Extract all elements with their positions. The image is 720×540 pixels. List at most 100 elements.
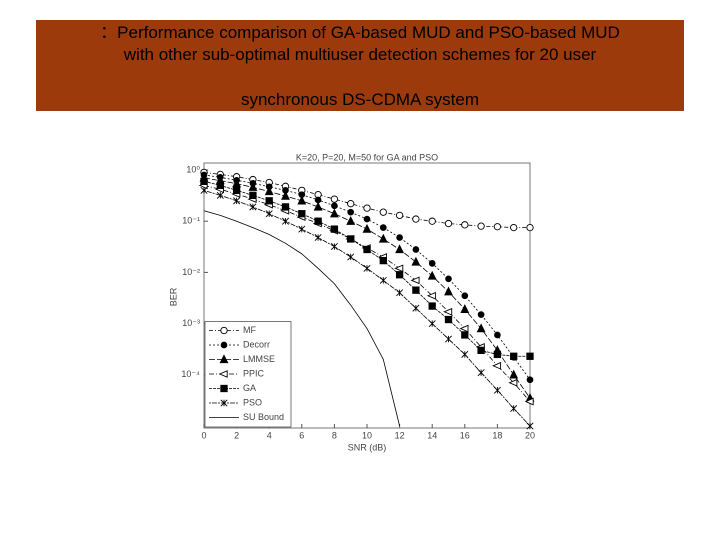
marker bbox=[297, 195, 307, 205]
marker bbox=[410, 276, 420, 285]
x-tick-label: 20 bbox=[525, 430, 535, 440]
marker bbox=[249, 191, 257, 199]
y-tick-label: 10⁰ bbox=[186, 164, 200, 174]
marker bbox=[347, 253, 355, 261]
marker bbox=[298, 210, 306, 218]
marker bbox=[216, 191, 224, 199]
marker bbox=[395, 211, 404, 220]
marker bbox=[347, 200, 355, 208]
marker bbox=[427, 270, 437, 280]
y-tick-label: 10⁻⁴ bbox=[181, 369, 200, 379]
x-tick-label: 12 bbox=[395, 430, 405, 440]
marker bbox=[426, 291, 436, 300]
marker bbox=[379, 276, 387, 284]
legend-marker bbox=[220, 326, 228, 335]
y-tick-label: 10⁻² bbox=[182, 267, 200, 277]
x-tick-label: 14 bbox=[427, 430, 437, 440]
x-tick-label: 0 bbox=[201, 430, 206, 440]
legend-label: MF bbox=[243, 325, 256, 335]
marker bbox=[477, 369, 485, 377]
legend-label: GA bbox=[243, 383, 256, 393]
marker bbox=[314, 234, 322, 242]
y-tick-label: 10⁻³ bbox=[182, 318, 200, 328]
legend-marker bbox=[218, 370, 228, 378]
y-axis-label: BER bbox=[168, 287, 178, 306]
marker bbox=[428, 217, 436, 225]
marker bbox=[411, 256, 421, 266]
marker bbox=[200, 177, 208, 186]
header-line: with other sub-optimal multiuser detecti… bbox=[123, 45, 597, 64]
x-tick-label: 8 bbox=[332, 430, 337, 440]
y-tick-label: 10⁻¹ bbox=[182, 216, 200, 226]
legend-marker bbox=[219, 354, 229, 364]
marker bbox=[509, 369, 519, 379]
marker bbox=[460, 304, 470, 313]
marker bbox=[330, 195, 339, 203]
marker bbox=[444, 219, 453, 228]
marker bbox=[362, 223, 372, 233]
marker bbox=[314, 217, 322, 225]
x-tick-label: 4 bbox=[267, 430, 272, 440]
marker bbox=[477, 311, 485, 318]
marker bbox=[379, 224, 387, 231]
marker bbox=[347, 208, 355, 216]
chart-title: K=20, P=20, M=50 for GA and PSO bbox=[296, 152, 438, 162]
x-tick-label: 2 bbox=[234, 430, 239, 440]
marker bbox=[412, 304, 420, 312]
marker bbox=[444, 335, 453, 343]
marker bbox=[476, 323, 486, 333]
marker bbox=[330, 225, 339, 233]
marker bbox=[443, 307, 453, 316]
x-tick-label: 6 bbox=[299, 430, 304, 440]
marker bbox=[281, 203, 290, 211]
marker bbox=[524, 397, 534, 406]
marker bbox=[233, 197, 241, 205]
marker bbox=[510, 404, 518, 412]
marker bbox=[412, 286, 420, 294]
marker bbox=[346, 215, 356, 225]
marker bbox=[378, 233, 388, 243]
marker bbox=[461, 350, 469, 358]
marker bbox=[216, 181, 224, 190]
marker bbox=[526, 376, 534, 384]
header-line: ：Performance comparison of GA-based MUD … bbox=[100, 23, 620, 42]
series-line bbox=[203, 210, 400, 427]
marker bbox=[444, 286, 453, 296]
marker bbox=[363, 264, 371, 272]
legend-label: PPIC bbox=[243, 368, 265, 378]
marker bbox=[412, 246, 420, 253]
marker bbox=[331, 202, 338, 210]
legend-label: SU Bound bbox=[243, 412, 284, 422]
legend-marker bbox=[220, 384, 228, 393]
x-tick-label: 16 bbox=[460, 430, 470, 440]
marker bbox=[428, 260, 436, 267]
marker bbox=[363, 204, 371, 212]
marker bbox=[379, 256, 387, 265]
marker bbox=[445, 275, 452, 283]
marker bbox=[493, 350, 502, 359]
x-tick-label: 10 bbox=[362, 430, 372, 440]
marker bbox=[329, 208, 339, 218]
marker bbox=[493, 386, 501, 394]
marker bbox=[459, 324, 469, 333]
marker bbox=[347, 235, 355, 243]
marker bbox=[396, 289, 404, 297]
slide-header: ：Performance comparison of GA-based MUD … bbox=[36, 20, 684, 111]
marker bbox=[477, 222, 485, 230]
marker bbox=[412, 215, 420, 223]
x-axis-label: SNR (dB) bbox=[348, 442, 387, 452]
legend-marker bbox=[220, 399, 228, 407]
legend-label: Decorr bbox=[243, 339, 270, 349]
header-line: synchronous DS-CDMA system bbox=[240, 90, 480, 109]
marker bbox=[510, 352, 518, 360]
marker bbox=[379, 208, 387, 216]
marker bbox=[526, 422, 534, 430]
marker bbox=[494, 331, 501, 339]
marker bbox=[265, 197, 273, 205]
legend-label: LMMSE bbox=[243, 354, 275, 364]
marker bbox=[281, 190, 290, 200]
marker bbox=[477, 346, 485, 355]
marker bbox=[492, 361, 502, 370]
